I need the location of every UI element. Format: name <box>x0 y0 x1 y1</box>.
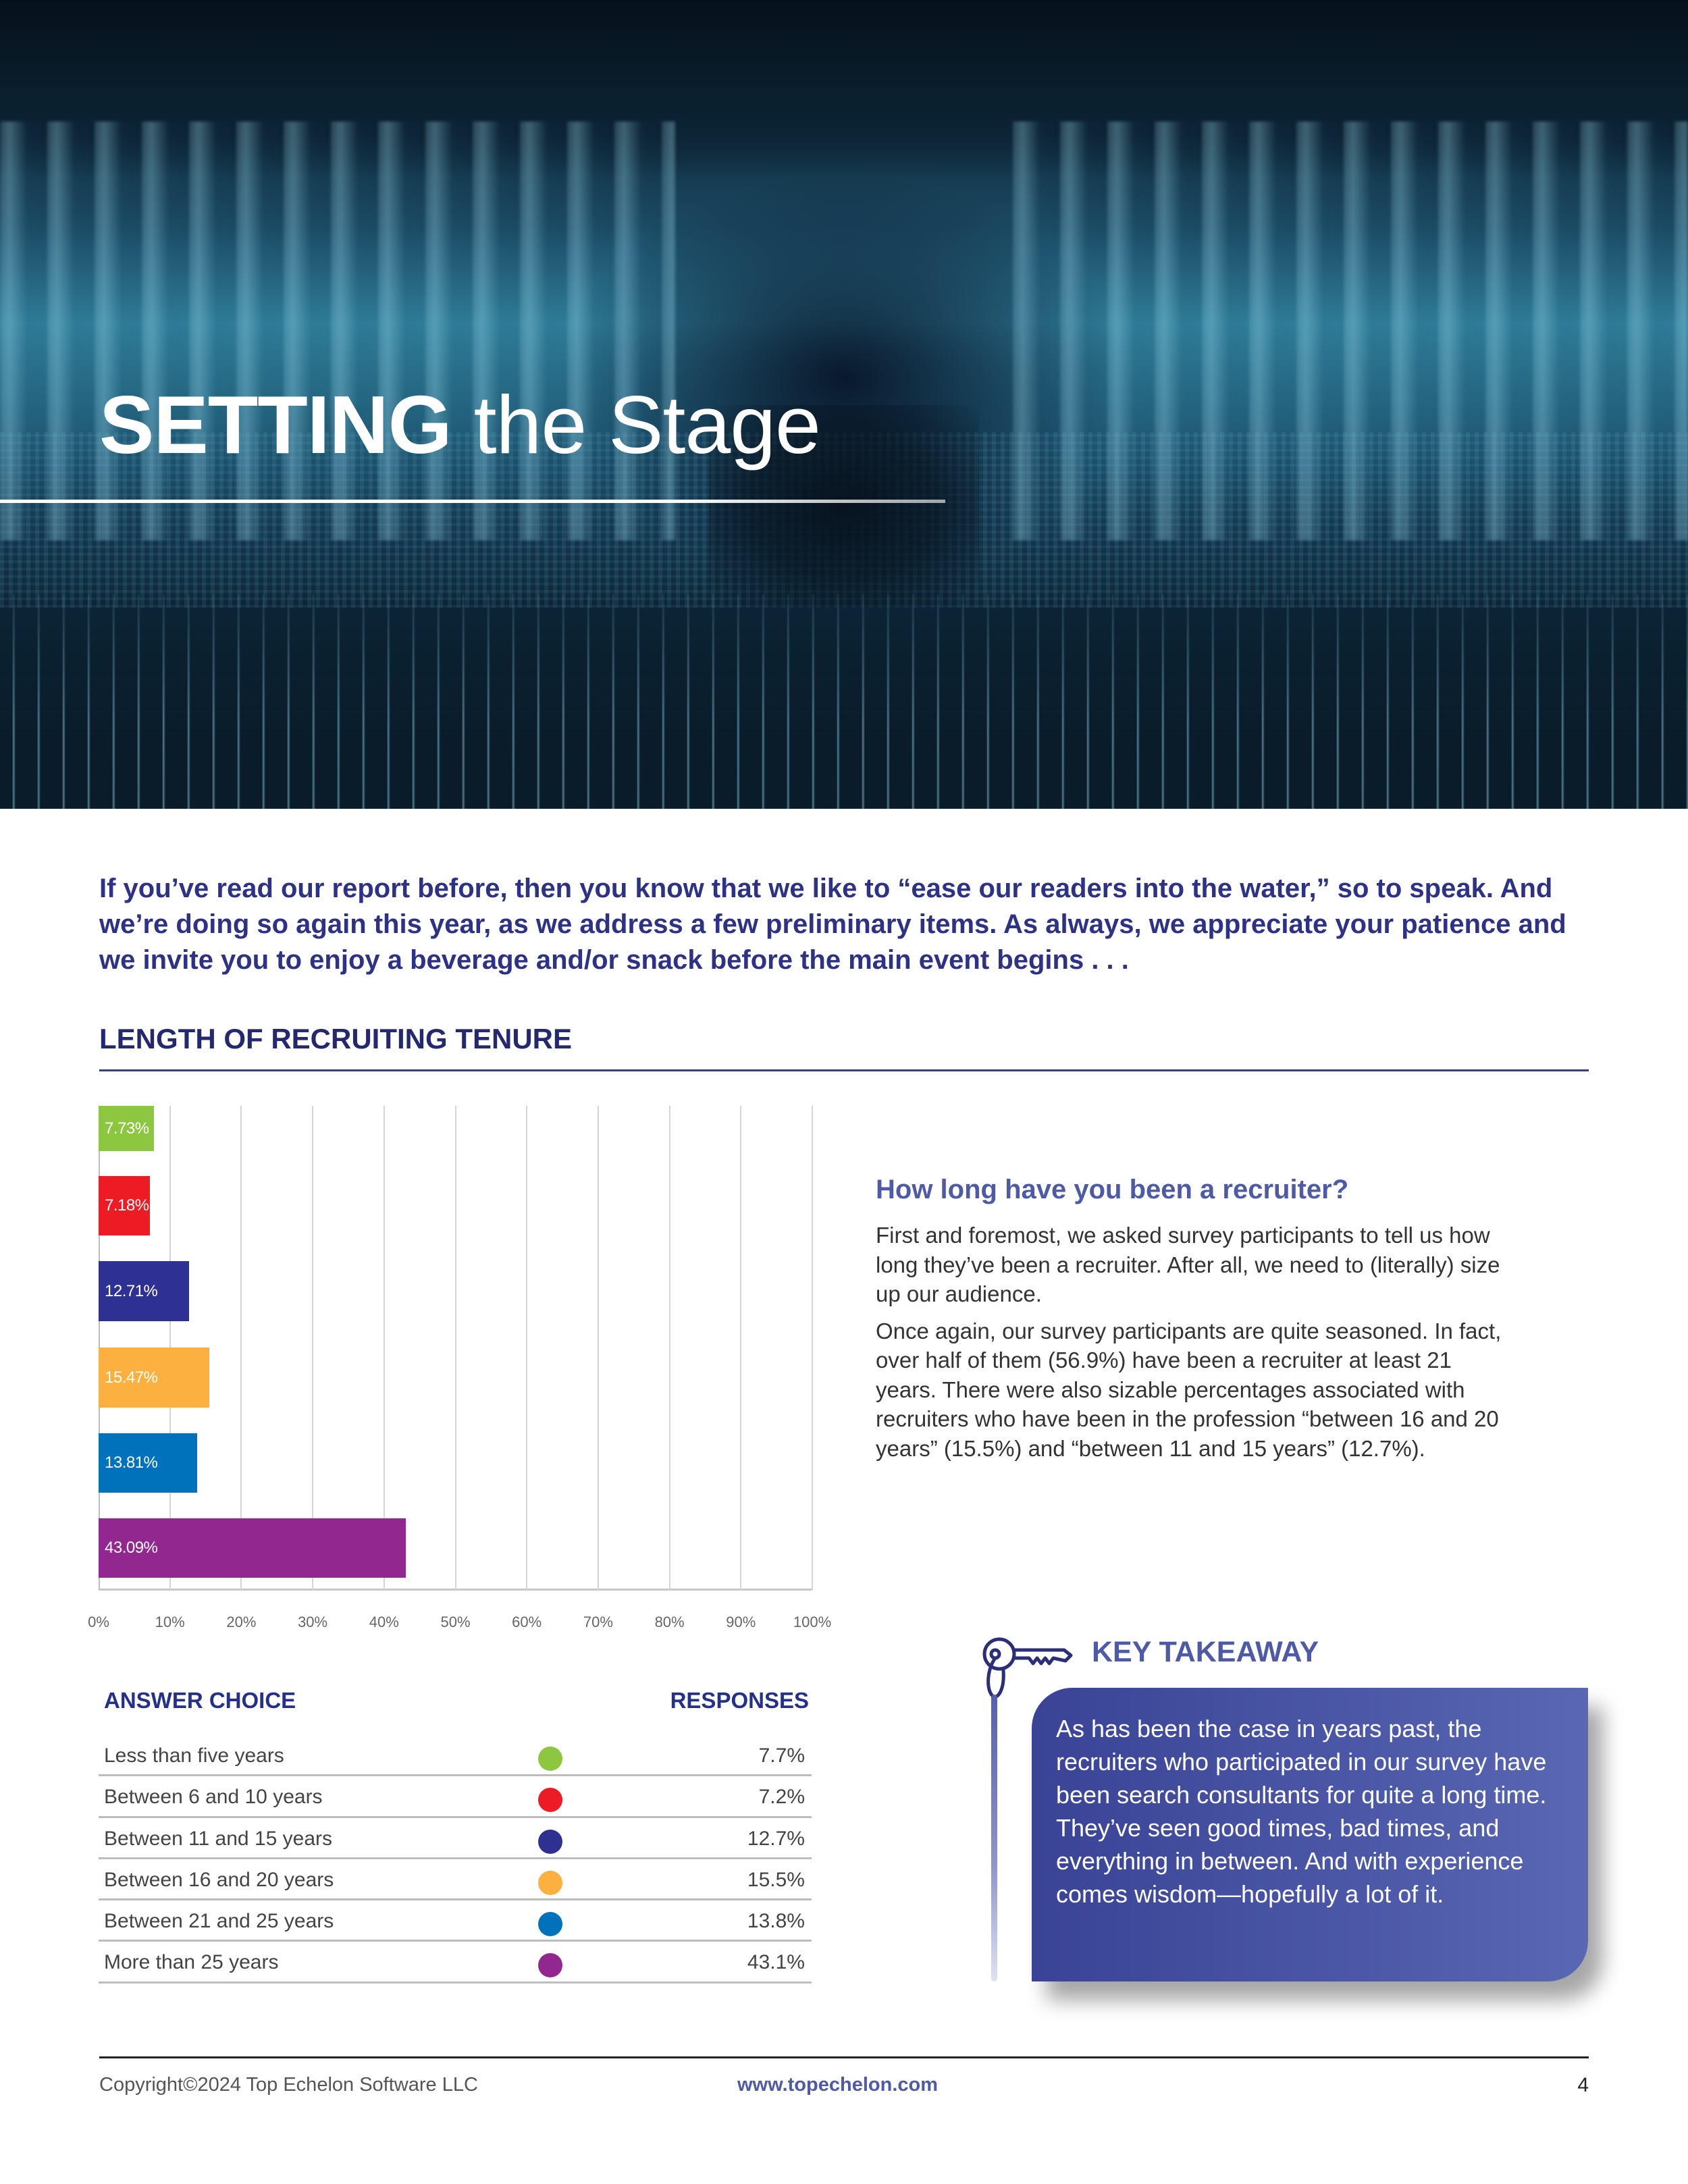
table-row: Between 6 and 10 years 7.2% <box>99 1776 812 1818</box>
chart-bar-label: 15.47% <box>105 1368 158 1387</box>
section-heading: LENGTH OF RECRUITING TENURE <box>99 1023 572 1055</box>
chart-x-tick-label: 0% <box>88 1614 109 1630</box>
chart-gridline <box>383 1106 385 1590</box>
chart-gridline <box>240 1106 242 1590</box>
chart-gridline <box>812 1106 813 1590</box>
chart-bar: 43.09% <box>99 1518 406 1578</box>
chart-bar-label: 43.09% <box>105 1539 158 1557</box>
tenure-bar-chart: 7.73% 7.18% 12.71% 15.47% 13.81% 43.09% <box>99 1106 813 1591</box>
chart-bar-label: 13.81% <box>105 1454 158 1472</box>
row-response-value: 43.1% <box>747 1951 805 1974</box>
key-takeaway-text: As has been the case in years past, the … <box>1056 1715 1547 1908</box>
chart-x-tick-label: 80% <box>654 1614 685 1630</box>
question-paragraph: First and foremost, we asked survey part… <box>876 1223 1500 1306</box>
page-title-bold: SETTING <box>99 379 452 471</box>
legend-dot-icon <box>538 1788 562 1813</box>
hero-ceiling <box>0 0 1688 176</box>
chart-x-tick-label: 60% <box>512 1614 542 1630</box>
row-response-value: 7.2% <box>758 1786 805 1809</box>
chart-gridline <box>597 1106 599 1590</box>
table-row: Between 16 and 20 years 15.5% <box>99 1859 812 1901</box>
column-header-responses: RESPONSES <box>670 1688 809 1713</box>
page-title-light: the Stage <box>473 379 821 471</box>
chart-bar-label: 7.18% <box>105 1196 149 1215</box>
hero-wall-left <box>0 122 675 540</box>
question-paragraph: Once again, our survey participants are … <box>876 1318 1502 1461</box>
row-answer-choice: Between 21 and 25 years <box>104 1910 334 1933</box>
hero-corridor-core <box>709 405 979 608</box>
row-answer-choice: More than 25 years <box>104 1951 279 1974</box>
legend-dot-icon <box>538 1870 562 1895</box>
table-row: Between 11 and 15 years 12.7% <box>99 1818 812 1859</box>
table-row: Less than five years 7.7% <box>99 1735 812 1777</box>
chart-x-tick-label: 10% <box>155 1614 185 1630</box>
section-divider <box>99 1069 1589 1071</box>
chart-bar-label: 7.73% <box>105 1119 149 1138</box>
intro-paragraph: If you’ve read our report before, then y… <box>99 874 1566 975</box>
legend-dot-icon <box>538 1829 562 1854</box>
responses-table: ANSWER CHOICE RESPONSES Less than five y… <box>99 1681 812 1983</box>
hero-floor-lights <box>0 594 1688 809</box>
chart-bar: 12.71% <box>99 1261 190 1321</box>
row-response-value: 13.8% <box>747 1910 805 1933</box>
table-body: Less than five years 7.7% Between 6 and 10… <box>99 1735 812 1983</box>
row-answer-choice: Between 11 and 15 years <box>104 1827 333 1850</box>
chart-x-tick-label: 90% <box>726 1614 756 1630</box>
legend-dot-icon <box>538 1747 562 1771</box>
row-answer-choice: Between 16 and 20 years <box>104 1868 334 1891</box>
chart-bar: 7.73% <box>99 1106 154 1151</box>
chart-bar: 13.81% <box>99 1433 197 1493</box>
chart-x-tick-label: 70% <box>583 1614 613 1630</box>
chart-gridline <box>454 1106 456 1590</box>
hero-divider <box>0 500 945 503</box>
legend-dot-icon <box>538 1953 562 1978</box>
table-row: Between 21 and 25 years 13.8% <box>99 1900 812 1942</box>
page-title: SETTING the Stage <box>99 383 821 466</box>
chart-gridline <box>740 1106 742 1590</box>
row-answer-choice: Between 6 and 10 years <box>104 1786 323 1809</box>
chart-x-tick-label: 30% <box>298 1614 328 1630</box>
chart-x-tick-label: 50% <box>440 1614 471 1630</box>
row-response-value: 7.7% <box>758 1744 805 1767</box>
legend-dot-icon <box>538 1912 562 1937</box>
footer-copyright: Copyright©2024 Top Echelon Software LLC <box>99 2074 478 2096</box>
chart-gridline <box>668 1106 670 1590</box>
hero-wall-right <box>1013 122 1688 540</box>
footer-divider <box>99 2056 1589 2058</box>
chart-bar: 15.47% <box>99 1348 209 1408</box>
table-row: More than 25 years 43.1% <box>99 1942 812 1983</box>
chart-gridline <box>526 1106 528 1590</box>
chart-x-tick-label: 20% <box>226 1614 257 1630</box>
row-answer-choice: Less than five years <box>104 1744 284 1767</box>
key-takeaway-box: As has been the case in years past, the … <box>1032 1688 1588 1981</box>
question-body: First and foremost, we asked survey part… <box>876 1221 1510 1470</box>
table-header: ANSWER CHOICE RESPONSES <box>99 1681 812 1722</box>
chart-gridline <box>312 1106 314 1590</box>
chart-bar: 7.18% <box>99 1176 150 1235</box>
row-response-value: 15.5% <box>747 1868 805 1891</box>
hero-banner: SETTING the Stage <box>0 0 1688 809</box>
page-number: 4 <box>1577 2074 1589 2096</box>
footer-website-link[interactable]: www.topechelon.com <box>737 2074 939 2096</box>
chart-bar-label: 12.71% <box>105 1281 158 1300</box>
chart-x-tick-label: 100% <box>793 1614 832 1630</box>
key-takeaway-heading: KEY TAKEAWAY <box>1092 1636 1319 1668</box>
column-header-answer: ANSWER CHOICE <box>104 1688 296 1713</box>
question-heading: How long have you been a recruiter? <box>876 1175 1349 1204</box>
row-response-value: 12.7% <box>747 1827 805 1850</box>
chart-x-tick-label: 40% <box>369 1614 399 1630</box>
key-takeaway-accent-line <box>991 1695 997 1981</box>
